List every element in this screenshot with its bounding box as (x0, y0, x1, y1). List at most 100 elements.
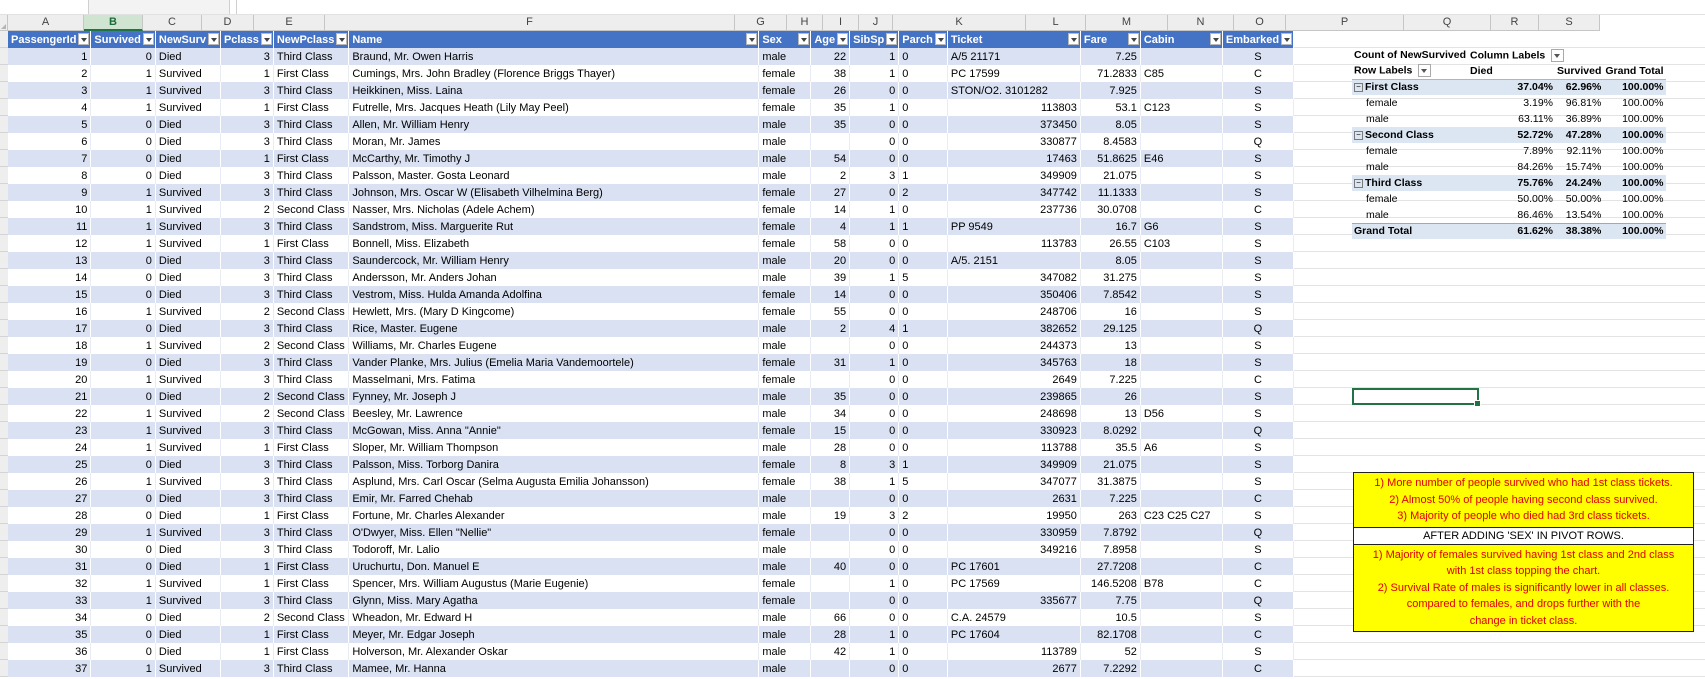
table-cell[interactable]: 0 (90, 167, 156, 184)
table-cell[interactable]: Cumings, Mrs. John Bradley (Florence Bri… (348, 65, 760, 82)
table-cell[interactable]: 29 (8, 524, 92, 541)
table-cell[interactable] (1140, 354, 1223, 371)
table-cell[interactable]: 0 (849, 184, 900, 201)
table-cell[interactable] (1140, 303, 1223, 320)
table-cell[interactable]: male (758, 405, 812, 422)
table-cell[interactable]: 330877 (947, 133, 1081, 150)
table-cell[interactable]: 4 (849, 320, 900, 337)
table-cell[interactable]: C (1222, 626, 1295, 643)
table-cell[interactable]: 42 (810, 643, 851, 660)
filter-dropdown-icon[interactable] (142, 33, 154, 45)
table-cell[interactable]: Todoroff, Mr. Lalio (348, 541, 760, 558)
table-cell[interactable]: C123 (1140, 99, 1223, 116)
table-cell[interactable]: 1 (220, 558, 274, 575)
table-cell[interactable]: 347077 (947, 473, 1081, 490)
table-cell[interactable]: 27 (810, 184, 851, 201)
table-cell[interactable]: 17 (8, 320, 92, 337)
table-cell[interactable]: 0 (90, 541, 156, 558)
table-cell[interactable]: 1 (90, 82, 156, 99)
table-cell[interactable]: Third Class (273, 82, 350, 99)
column-header-f[interactable]: F (325, 15, 735, 31)
row-header[interactable] (0, 99, 8, 116)
filter-dropdown-icon[interactable] (1281, 33, 1293, 45)
table-cell[interactable]: 37 (8, 660, 92, 677)
table-cell[interactable]: female (758, 218, 812, 235)
table-cell[interactable]: 2 (220, 405, 274, 422)
column-header-q[interactable]: Q (1404, 15, 1491, 31)
table-cell[interactable]: 3 (220, 286, 274, 303)
table-cell[interactable] (1140, 541, 1223, 558)
table-cell[interactable]: 0 (90, 490, 156, 507)
table-cell[interactable]: Died (155, 609, 221, 626)
table-cell[interactable]: male (758, 626, 812, 643)
table-cell[interactable]: male (758, 252, 812, 269)
table-cell[interactable]: Died (155, 167, 221, 184)
table-cell[interactable]: 113783 (947, 235, 1081, 252)
table-cell[interactable]: 7.25 (1080, 48, 1141, 65)
filter-dropdown-icon[interactable] (837, 33, 849, 45)
table-cell[interactable]: Beesley, Mr. Lawrence (348, 405, 760, 422)
table-cell[interactable]: Third Class (273, 541, 350, 558)
table-cell[interactable]: Died (155, 150, 221, 167)
table-cell[interactable]: 15 (810, 422, 851, 439)
table-cell[interactable]: Palsson, Miss. Torborg Danira (348, 456, 760, 473)
table-cell[interactable]: 8 (8, 167, 92, 184)
table-cell[interactable]: 3 (220, 167, 274, 184)
table-cell[interactable]: male (758, 507, 812, 524)
table-cell[interactable]: 14 (810, 201, 851, 218)
table-cell[interactable]: 146.5208 (1080, 575, 1141, 592)
column-header-r[interactable]: R (1491, 15, 1539, 31)
table-cell[interactable]: 330959 (947, 524, 1081, 541)
table-cell[interactable]: 12 (8, 235, 92, 252)
table-cell[interactable]: 20 (8, 371, 92, 388)
table-cell[interactable]: 0 (898, 439, 948, 456)
table-cell[interactable]: Third Class (273, 422, 350, 439)
table-cell[interactable]: C23 C25 C27 (1140, 507, 1223, 524)
table-cell[interactable]: 18 (1080, 354, 1141, 371)
filter-dropdown-icon[interactable] (207, 33, 219, 45)
table-cell[interactable]: 1 (220, 626, 274, 643)
table-cell[interactable]: 1 (898, 167, 948, 184)
table-cell[interactable]: 349216 (947, 541, 1081, 558)
table-cell[interactable]: 3 (220, 133, 274, 150)
table-cell[interactable]: 0 (849, 286, 900, 303)
table-cell[interactable]: 1 (90, 405, 156, 422)
table-cell[interactable] (1140, 82, 1223, 99)
table-cell[interactable]: A/5 21171 (947, 48, 1081, 65)
table-cell[interactable]: 35 (810, 388, 851, 405)
table-cell[interactable]: 2677 (947, 660, 1081, 677)
table-cell[interactable]: Second Class (273, 201, 350, 218)
table-cell[interactable]: First Class (273, 235, 350, 252)
filter-dropdown-icon[interactable] (886, 33, 898, 45)
select-all-corner[interactable] (0, 15, 8, 31)
table-cell[interactable]: 17463 (947, 150, 1081, 167)
table-cell[interactable]: male (758, 541, 812, 558)
table-cell[interactable]: 0 (849, 371, 900, 388)
table-cell[interactable]: First Class (273, 643, 350, 660)
table-cell[interactable]: Third Class (273, 167, 350, 184)
table-cell[interactable]: 71.2833 (1080, 65, 1141, 82)
table-cell[interactable]: 0 (898, 643, 948, 660)
table-cell[interactable] (1140, 592, 1223, 609)
column-header-l[interactable]: L (1026, 15, 1086, 31)
table-cell[interactable]: Second Class (273, 303, 350, 320)
table-cell[interactable]: Rice, Master. Eugene (348, 320, 760, 337)
table-cell[interactable]: 21 (8, 388, 92, 405)
table-cell[interactable]: 3 (220, 218, 274, 235)
table-cell[interactable]: 11.1333 (1080, 184, 1141, 201)
collapse-icon[interactable]: − (1354, 178, 1363, 188)
row-header[interactable] (0, 405, 8, 422)
row-header[interactable] (0, 82, 8, 99)
table-cell[interactable]: 3 (220, 422, 274, 439)
table-cell[interactable]: 40 (810, 558, 851, 575)
table-cell[interactable]: 1 (90, 184, 156, 201)
table-cell[interactable] (1140, 388, 1223, 405)
row-header[interactable] (0, 660, 8, 677)
table-cell[interactable]: 1 (90, 575, 156, 592)
filter-dropdown-icon[interactable] (78, 33, 90, 45)
table-cell[interactable]: 3 (220, 371, 274, 388)
filter-dropdown-icon[interactable] (1209, 33, 1221, 45)
table-cell[interactable]: 330923 (947, 422, 1081, 439)
table-cell[interactable]: Saundercock, Mr. William Henry (348, 252, 760, 269)
table-cell[interactable]: 2 (220, 609, 274, 626)
